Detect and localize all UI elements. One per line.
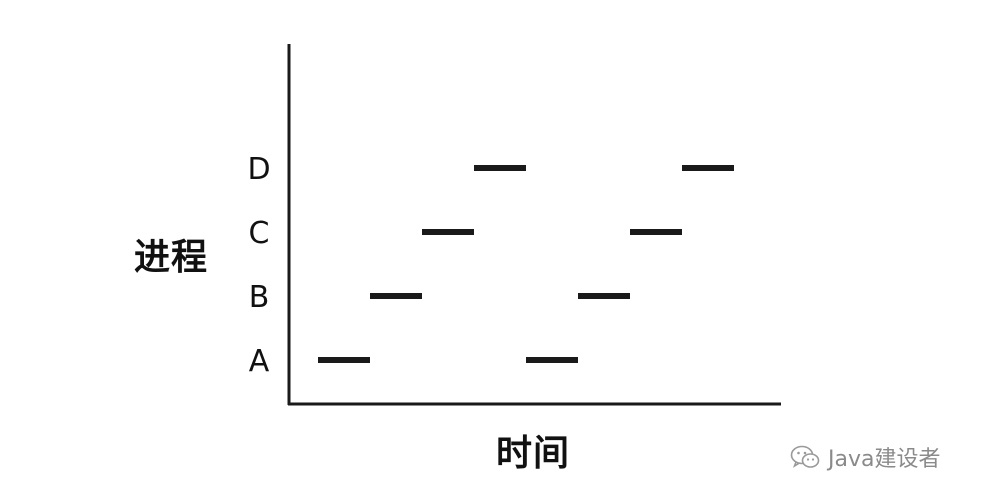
category-label-a: A <box>249 344 270 379</box>
time-slice-segments <box>318 165 734 363</box>
category-label-c: C <box>249 216 270 251</box>
watermark-text: Java建设者 <box>828 447 941 472</box>
category-label-b: B <box>249 280 270 315</box>
y-axis-title: 进程 <box>134 237 209 278</box>
x-axis-title: 时间 <box>496 433 571 474</box>
wechat-icon <box>790 445 820 468</box>
watermark: Java建设者 <box>790 442 940 472</box>
category-label-d: D <box>247 152 270 187</box>
